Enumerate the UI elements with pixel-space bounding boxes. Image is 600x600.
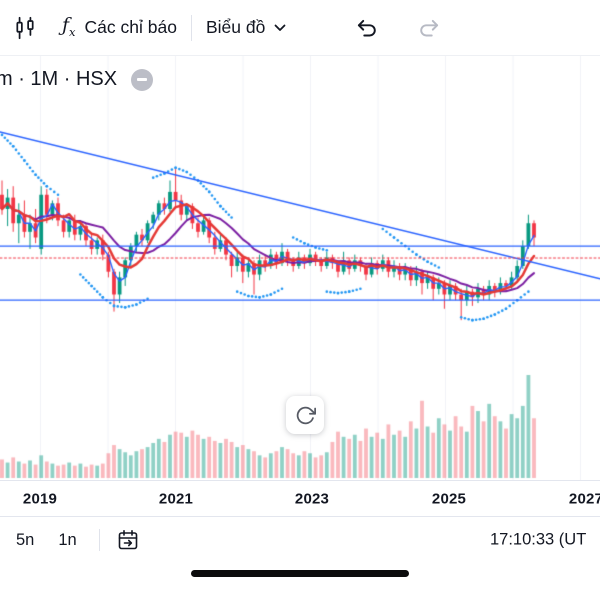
candlestick-icon [16, 16, 34, 39]
chart-layout-button[interactable]: Biểu đồ [194, 0, 298, 55]
undo-button[interactable] [342, 0, 392, 55]
symbol-legend[interactable]: m · 1M · HSX [0, 68, 118, 90]
chart-layout-label: Biểu đồ [205, 17, 266, 37]
range-button-5n[interactable]: 5n [4, 525, 46, 556]
toolbar-divider [190, 14, 192, 41]
clock-timezone-button[interactable]: 17:10:33 (UT [490, 530, 587, 549]
indicators-label: Các chỉ báo [84, 17, 177, 37]
time-axis-label: 2021 [158, 490, 194, 507]
goto-date-button[interactable] [110, 524, 146, 556]
range-button-1n[interactable]: 1n [46, 525, 88, 556]
top-toolbar: ƒx Các chỉ báo Biểu đồ [0, 0, 600, 56]
home-indicator [191, 570, 409, 577]
time-axis[interactable]: 2019 2021 2023 2025 2027 [0, 480, 600, 517]
time-axis-label: 2019 [22, 490, 58, 507]
chart-style-button[interactable] [0, 0, 50, 55]
bottom-bar-divider [98, 529, 100, 551]
legend-collapse-button[interactable] [131, 68, 154, 91]
time-axis-label: 2023 [294, 490, 330, 507]
redo-button[interactable] [404, 0, 454, 55]
time-axis-label: 2025 [431, 490, 467, 507]
indicators-button[interactable]: ƒx Các chỉ báo [50, 0, 189, 55]
redo-icon [420, 19, 439, 36]
minus-icon [137, 78, 148, 81]
bottom-toolbar: 5n 1n 17:10:33 (UT [0, 517, 600, 563]
reset-chart-button[interactable] [286, 396, 324, 434]
refresh-icon [296, 406, 316, 424]
fx-icon: ƒx [62, 14, 76, 40]
symbol-legend-row: m · 1M · HSX [0, 68, 154, 91]
chevron-down-icon [274, 24, 286, 31]
calendar-icon [118, 530, 138, 550]
undo-icon [358, 19, 377, 36]
time-axis-label: 2027 [568, 490, 600, 507]
